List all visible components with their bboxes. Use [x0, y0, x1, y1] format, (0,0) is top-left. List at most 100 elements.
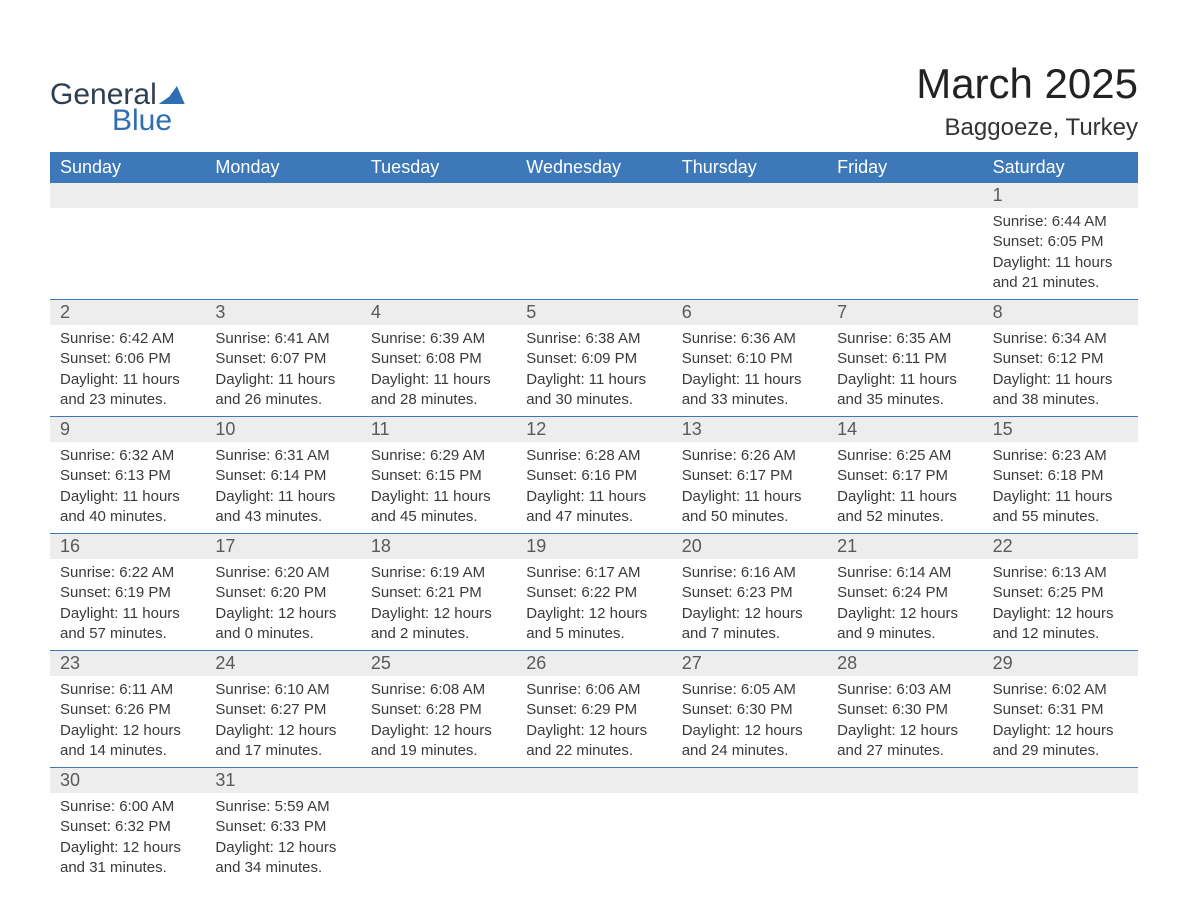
day-info-line: Daylight: 11 hours and 23 minutes.	[60, 370, 197, 411]
day-info-line: Daylight: 11 hours and 38 minutes.	[993, 370, 1130, 411]
day-info-line: Sunset: 6:32 PM	[60, 817, 197, 837]
day-info-line: Sunset: 6:23 PM	[682, 583, 819, 603]
day-number: 9	[50, 417, 205, 442]
day-number	[50, 183, 205, 208]
day-info-line: Sunset: 6:20 PM	[215, 583, 352, 603]
day-info-line: Sunset: 6:31 PM	[993, 700, 1130, 720]
day-cell: Sunrise: 6:35 AMSunset: 6:11 PMDaylight:…	[827, 325, 982, 416]
title-block: March 2025 Baggoeze, Turkey	[916, 60, 1138, 142]
day-cell: Sunrise: 6:29 AMSunset: 6:15 PMDaylight:…	[361, 442, 516, 533]
day-number: 15	[983, 417, 1138, 442]
day-info-line: Sunset: 6:29 PM	[526, 700, 663, 720]
location: Baggoeze, Turkey	[916, 114, 1138, 142]
day-info-line: Sunset: 6:14 PM	[215, 466, 352, 486]
daynum-strip: 3031	[50, 768, 1138, 793]
day-info-line: Daylight: 11 hours and 28 minutes.	[371, 370, 508, 411]
day-info-line: Daylight: 11 hours and 30 minutes.	[526, 370, 663, 411]
day-info-line: Sunrise: 6:19 AM	[371, 563, 508, 583]
day-info-line: Sunrise: 5:59 AM	[215, 797, 352, 817]
day-info-line: Sunrise: 6:11 AM	[60, 680, 197, 700]
day-info-line: Sunset: 6:07 PM	[215, 349, 352, 369]
header: General Blue March 2025 Baggoeze, Turkey	[50, 60, 1138, 142]
day-info-line: Sunset: 6:12 PM	[993, 349, 1130, 369]
day-number: 1	[983, 183, 1138, 208]
weekday-wednesday: Wednesday	[516, 152, 671, 183]
day-cell: Sunrise: 6:17 AMSunset: 6:22 PMDaylight:…	[516, 559, 671, 650]
weekday-sunday: Sunday	[50, 152, 205, 183]
day-info-line: Sunrise: 6:39 AM	[371, 329, 508, 349]
day-info-line: Daylight: 11 hours and 55 minutes.	[993, 487, 1130, 528]
day-info-line: Sunset: 6:17 PM	[682, 466, 819, 486]
day-cell: Sunrise: 6:42 AMSunset: 6:06 PMDaylight:…	[50, 325, 205, 416]
day-number: 16	[50, 534, 205, 559]
day-cell: Sunrise: 6:28 AMSunset: 6:16 PMDaylight:…	[516, 442, 671, 533]
day-info-line: Sunset: 6:25 PM	[993, 583, 1130, 603]
day-cell: Sunrise: 6:38 AMSunset: 6:09 PMDaylight:…	[516, 325, 671, 416]
day-info-line: Sunrise: 6:44 AM	[993, 212, 1130, 232]
day-info-line: Sunset: 6:05 PM	[993, 232, 1130, 252]
day-info-line: Sunrise: 6:14 AM	[837, 563, 974, 583]
day-info-line: Daylight: 12 hours and 2 minutes.	[371, 604, 508, 645]
weekday-saturday: Saturday	[983, 152, 1138, 183]
day-number: 21	[827, 534, 982, 559]
day-number	[827, 768, 982, 793]
day-number: 11	[361, 417, 516, 442]
day-number: 28	[827, 651, 982, 676]
day-info-line: Daylight: 11 hours and 33 minutes.	[682, 370, 819, 411]
day-info-line: Sunrise: 6:13 AM	[993, 563, 1130, 583]
day-cell: Sunrise: 6:41 AMSunset: 6:07 PMDaylight:…	[205, 325, 360, 416]
day-info-line: Sunrise: 6:26 AM	[682, 446, 819, 466]
day-number: 26	[516, 651, 671, 676]
day-info-line: Sunrise: 6:36 AM	[682, 329, 819, 349]
day-info-line: Daylight: 12 hours and 5 minutes.	[526, 604, 663, 645]
day-info-line: Daylight: 11 hours and 45 minutes.	[371, 487, 508, 528]
week-row: 23242526272829Sunrise: 6:11 AMSunset: 6:…	[50, 651, 1138, 768]
day-info-line: Daylight: 11 hours and 52 minutes.	[837, 487, 974, 528]
day-info-line: Sunset: 6:15 PM	[371, 466, 508, 486]
day-info-line: Sunset: 6:06 PM	[60, 349, 197, 369]
day-cell: Sunrise: 6:34 AMSunset: 6:12 PMDaylight:…	[983, 325, 1138, 416]
daynum-strip: 2345678	[50, 300, 1138, 325]
day-info-line: Sunset: 6:09 PM	[526, 349, 663, 369]
day-cell	[205, 208, 360, 299]
day-info-line: Sunset: 6:33 PM	[215, 817, 352, 837]
weekday-header: SundayMondayTuesdayWednesdayThursdayFrid…	[50, 152, 1138, 183]
day-number: 13	[672, 417, 827, 442]
day-info-line: Sunset: 6:21 PM	[371, 583, 508, 603]
day-info-line: Sunset: 6:13 PM	[60, 466, 197, 486]
day-number: 31	[205, 768, 360, 793]
day-info-line: Sunset: 6:11 PM	[837, 349, 974, 369]
day-info-line: Daylight: 12 hours and 19 minutes.	[371, 721, 508, 762]
daynum-strip: 16171819202122	[50, 534, 1138, 559]
day-info-line: Sunrise: 6:42 AM	[60, 329, 197, 349]
day-info-line: Daylight: 12 hours and 24 minutes.	[682, 721, 819, 762]
day-info-line: Sunrise: 6:32 AM	[60, 446, 197, 466]
day-info-line: Daylight: 12 hours and 12 minutes.	[993, 604, 1130, 645]
day-info-line: Sunset: 6:08 PM	[371, 349, 508, 369]
day-cell: Sunrise: 6:02 AMSunset: 6:31 PMDaylight:…	[983, 676, 1138, 767]
day-number: 22	[983, 534, 1138, 559]
day-info-line: Daylight: 11 hours and 21 minutes.	[993, 253, 1130, 294]
day-info-line: Sunrise: 6:23 AM	[993, 446, 1130, 466]
day-cell: Sunrise: 6:31 AMSunset: 6:14 PMDaylight:…	[205, 442, 360, 533]
day-info-line: Sunrise: 6:02 AM	[993, 680, 1130, 700]
day-info-line: Daylight: 12 hours and 7 minutes.	[682, 604, 819, 645]
day-info-line: Sunset: 6:28 PM	[371, 700, 508, 720]
day-number: 24	[205, 651, 360, 676]
day-info-line: Sunrise: 6:34 AM	[993, 329, 1130, 349]
day-cell: Sunrise: 6:16 AMSunset: 6:23 PMDaylight:…	[672, 559, 827, 650]
day-number	[361, 183, 516, 208]
day-cell: Sunrise: 6:36 AMSunset: 6:10 PMDaylight:…	[672, 325, 827, 416]
month-title: March 2025	[916, 60, 1138, 108]
day-cell: Sunrise: 5:59 AMSunset: 6:33 PMDaylight:…	[205, 793, 360, 884]
week-row: 3031Sunrise: 6:00 AMSunset: 6:32 PMDayli…	[50, 768, 1138, 884]
day-info-line: Daylight: 12 hours and 29 minutes.	[993, 721, 1130, 762]
weekday-thursday: Thursday	[672, 152, 827, 183]
day-info-line: Daylight: 11 hours and 57 minutes.	[60, 604, 197, 645]
day-info-line: Daylight: 11 hours and 47 minutes.	[526, 487, 663, 528]
day-cell: Sunrise: 6:10 AMSunset: 6:27 PMDaylight:…	[205, 676, 360, 767]
day-cell	[516, 793, 671, 884]
day-info-line: Daylight: 12 hours and 0 minutes.	[215, 604, 352, 645]
day-cell: Sunrise: 6:00 AMSunset: 6:32 PMDaylight:…	[50, 793, 205, 884]
week-row: 2345678Sunrise: 6:42 AMSunset: 6:06 PMDa…	[50, 300, 1138, 417]
